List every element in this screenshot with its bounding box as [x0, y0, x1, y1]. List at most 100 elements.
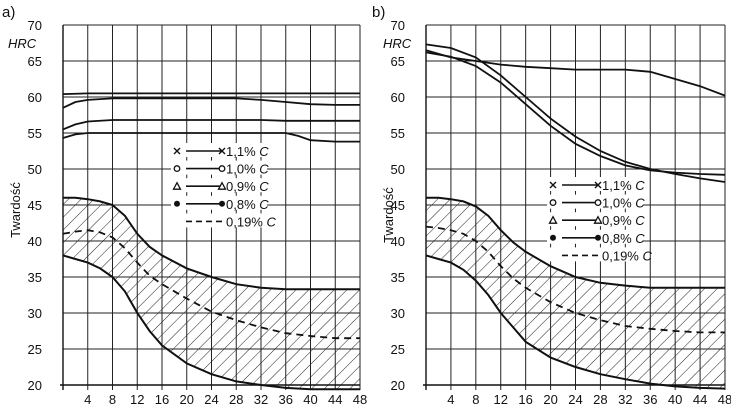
y-tick-label: 70: [28, 18, 42, 33]
legend-marker-x: [594, 181, 602, 189]
y-tick-label: 45: [391, 198, 405, 213]
legend-marker-dot: [174, 200, 180, 207]
series-line-4: [425, 225, 725, 334]
x-tick-label: 12: [130, 392, 144, 407]
x-tick-label: 36: [643, 392, 657, 407]
x-tick-label: 4: [84, 392, 91, 407]
legend-label: 0,9% C: [226, 179, 269, 194]
series-line-2: [62, 97, 360, 109]
band-upper-line: [426, 196, 725, 289]
legend-marker-triangle: [217, 181, 227, 190]
legend-label: 0,9% C: [602, 213, 645, 228]
y-tick-label: 65: [28, 54, 42, 69]
legend-item-bg: [547, 212, 643, 227]
series-line-3: [425, 43, 726, 183]
legend-marker-triangle: [172, 181, 182, 190]
y-axis-label: Twardość: [381, 187, 396, 243]
legend-label: 1,0% C: [226, 162, 269, 177]
y-tick-label: 35: [28, 270, 42, 285]
legend-marker-circle: [594, 199, 602, 207]
y-tick-label: 30: [391, 306, 405, 321]
legend-marker-dot: [550, 234, 556, 241]
legend-label: 0,19% C: [602, 248, 652, 263]
legend-marker-circle: [173, 165, 181, 173]
legend-label-unit: C: [635, 178, 645, 193]
y-tick-label: 25: [391, 342, 405, 357]
legend-item-bg: [547, 229, 643, 244]
band-upper-line: [63, 196, 360, 291]
legend-label-unit: C: [266, 214, 276, 229]
band-lower-line: [62, 254, 360, 391]
x-tick-label: 24: [568, 392, 582, 407]
band-lower-line: [425, 254, 726, 390]
x-tick-label: 36: [279, 392, 293, 407]
series-line-3: [62, 119, 360, 131]
y-tick-label: 50: [391, 162, 405, 177]
y-tick-label: 50: [28, 162, 42, 177]
legend-label: 1,1% C: [602, 178, 645, 193]
series-line-4: [62, 132, 360, 143]
legend-marker-dot: [219, 200, 225, 207]
legend-marker-circle: [218, 165, 226, 173]
legend-marker-circle: [549, 199, 557, 207]
y-tick-label: 35: [391, 270, 405, 285]
legend-label-unit: C: [635, 196, 645, 211]
x-tick-label: 4: [447, 392, 454, 407]
legend-label-unit: C: [259, 144, 269, 159]
x-tick-label: 40: [668, 392, 682, 407]
y-unit-label: HRC: [383, 36, 412, 51]
y-tick-label: 40: [391, 234, 405, 249]
y-tick-label: 65: [391, 54, 405, 69]
legend-label-unit: C: [635, 231, 645, 246]
x-tick-label: 16: [155, 392, 169, 407]
y-tick-label: 70: [391, 18, 405, 33]
legend-marker-triangle: [593, 215, 603, 224]
legend-marker-x: [549, 181, 557, 189]
legend-label: 0,19% C: [226, 214, 276, 229]
x-tick-label: 28: [229, 392, 243, 407]
legend-label: 1,1% C: [226, 144, 269, 159]
x-tick-label: 44: [328, 392, 342, 407]
legend-label: 0,8% C: [226, 197, 269, 212]
y-tick-label: 20: [391, 378, 405, 393]
legend-marker-x: [173, 147, 181, 155]
legend-marker-dot: [595, 234, 601, 241]
legend-label: 0,8% C: [602, 231, 645, 246]
legend-label-unit: C: [259, 197, 269, 212]
x-tick-label: 32: [618, 392, 632, 407]
y-tick-label: 30: [28, 306, 42, 321]
series-line-1: [62, 92, 360, 95]
legend-label-unit: C: [259, 162, 269, 177]
x-tick-label: 8: [109, 392, 116, 407]
x-tick-label: 16: [518, 392, 532, 407]
legend-item-bg: [171, 195, 267, 210]
panel-label: b): [372, 4, 385, 21]
x-tick-label: 48: [718, 392, 731, 407]
y-tick-label: 45: [28, 198, 42, 213]
series-line-1: [425, 49, 726, 97]
legend-item-bg: [171, 213, 267, 228]
series-line-2: [425, 51, 726, 176]
legend-marker-x: [218, 147, 226, 155]
x-tick-label: 8: [472, 392, 479, 407]
legend: 1,1% C 1,0% C 0,9% C 0,8% C 0,19% C: [171, 143, 276, 229]
legend-label-unit: C: [635, 213, 645, 228]
legend-item-bg: [171, 178, 267, 193]
y-unit-label: HRC: [8, 36, 37, 51]
panel-label: a): [2, 4, 15, 21]
y-tick-label: 55: [391, 126, 405, 141]
x-tick-label: 32: [254, 392, 268, 407]
y-tick-label: 20: [28, 378, 42, 393]
legend-item-bg: [547, 177, 643, 191]
x-tick-label: 24: [204, 392, 218, 407]
legend-label-unit: C: [259, 179, 269, 194]
legend-item-bg: [171, 143, 267, 157]
x-tick-label: 20: [180, 392, 194, 407]
x-tick-label: 44: [693, 392, 707, 407]
legend: 1,1% C 1,0% C 0,9% C 0,8% C 0,19% C: [547, 177, 652, 263]
x-tick-label: 48: [353, 392, 367, 407]
y-tick-label: 55: [28, 126, 42, 141]
